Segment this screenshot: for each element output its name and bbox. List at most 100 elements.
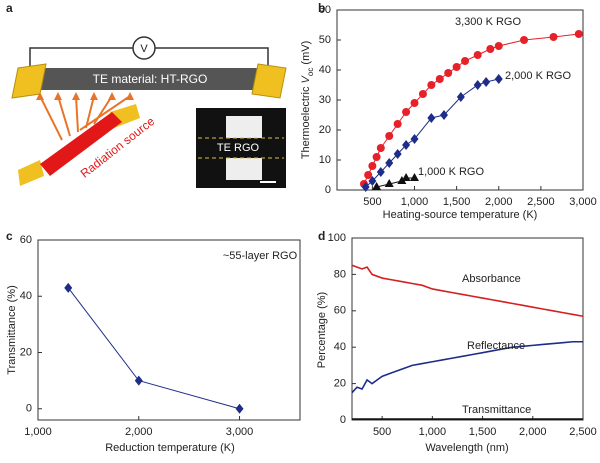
plot-frame: [351, 237, 584, 421]
panel-label: b: [318, 1, 325, 15]
y-axis-title-part: oc: [306, 68, 315, 76]
marker: [452, 63, 461, 71]
y-tick-label: 100: [328, 232, 346, 244]
marker: [397, 176, 407, 184]
plot-frame: [37, 239, 301, 421]
y-tick-label: 20: [319, 124, 331, 136]
marker: [372, 182, 382, 190]
pad: [11, 63, 47, 99]
x-tick-label: 3,000: [569, 196, 597, 208]
y-tick-label: 60: [334, 305, 346, 317]
marker: [473, 80, 482, 90]
series-line: [351, 340, 583, 394]
marker: [427, 81, 436, 89]
panel-label: c: [6, 229, 13, 243]
series-label: 3,300 K RGO: [455, 16, 521, 28]
marker: [444, 69, 453, 77]
marker: [494, 74, 503, 84]
marker: [549, 33, 558, 41]
x-tick-label: 2,000: [125, 426, 153, 438]
x-tick-label: 1,000: [419, 426, 447, 438]
marker: [418, 90, 427, 98]
panel-label: a: [6, 1, 13, 15]
marker: [64, 282, 73, 293]
marker: [473, 51, 482, 59]
marker: [385, 132, 394, 140]
marker: [364, 171, 373, 179]
x-tick-label: 2,000: [485, 196, 513, 208]
x-tick-label: 500: [363, 196, 381, 208]
marker: [376, 167, 385, 177]
x-tick-label: 2,500: [527, 196, 555, 208]
y-axis-title: Thermoelectric Voc (mV): [300, 41, 315, 159]
y-tick-label: 30: [319, 94, 331, 106]
diagram: a V TE material: HT-RGO Radiation source…: [6, 1, 287, 188]
x-tick-label: 2,500: [569, 426, 597, 438]
marker: [410, 173, 420, 181]
series-line: [67, 287, 240, 410]
y-tick-label: 0: [325, 184, 331, 196]
x-tick-label: 1,000: [401, 196, 429, 208]
inset-electrode: [226, 116, 262, 138]
marker: [410, 134, 419, 144]
series-line: [363, 33, 579, 185]
marker: [376, 144, 385, 152]
voltmeter: [132, 36, 156, 60]
y-tick-label: 0: [26, 403, 32, 415]
x-tick-label: 1,500: [443, 196, 471, 208]
x-axis-title: Heating-source temperature (K): [383, 209, 538, 221]
marker: [134, 375, 143, 386]
marker: [456, 92, 465, 102]
y-axis-title: Percentage (%): [316, 292, 328, 368]
voltmeter-label: V: [140, 43, 148, 55]
y-axis-title-part: (mV): [300, 41, 312, 68]
y-axis-title-part: Percentage (%): [316, 292, 328, 368]
inset-electrode: [226, 158, 262, 180]
marker: [402, 108, 411, 116]
y-axis-title-part: Thermoelectric: [300, 83, 312, 159]
te-bar: [36, 68, 262, 90]
marker: [482, 77, 491, 87]
y-tick-label: 20: [334, 378, 346, 390]
marker: [384, 179, 394, 187]
series-line: [351, 264, 584, 318]
inset-label: TE RGO: [217, 142, 260, 154]
y-tick-label: 40: [334, 341, 346, 353]
marker: [372, 153, 381, 161]
series-label: 1,000 K RGO: [418, 166, 484, 178]
series-label: Transmittance: [462, 404, 531, 416]
y-tick-label: 40: [319, 64, 331, 76]
x-tick-label: 1,000: [24, 426, 52, 438]
marker: [520, 36, 529, 44]
marker: [393, 149, 402, 159]
x-tick-label: 500: [373, 426, 391, 438]
y-axis-title-part: V: [300, 74, 312, 83]
y-tick-label: 20: [20, 346, 32, 358]
x-tick-label: 2,000: [519, 426, 547, 438]
marker: [361, 182, 370, 192]
x-axis-title: Reduction temperature (K): [105, 442, 235, 454]
marker: [368, 176, 377, 186]
series-label: 2,000 K RGO: [505, 70, 571, 82]
annotation: ~55-layer RGO: [223, 250, 298, 262]
marker: [427, 113, 436, 123]
material-label: TE material: HT-RGO: [93, 72, 208, 86]
radiation-arrows: [39, 95, 131, 141]
marker: [401, 173, 411, 181]
x-axis-title: Wavelength (nm): [425, 442, 508, 454]
y-tick-label: 10: [319, 154, 331, 166]
pad: [251, 63, 287, 99]
panel-label: d: [318, 229, 325, 243]
pad: [18, 160, 44, 186]
marker: [494, 42, 503, 50]
x-tick-label: 3,000: [226, 426, 254, 438]
marker: [235, 403, 244, 414]
marker: [393, 120, 402, 128]
marker: [368, 162, 377, 170]
marker: [486, 45, 495, 53]
y-tick-label: 40: [20, 290, 32, 302]
marker: [410, 99, 419, 107]
y-axis-title: Transmittance (%): [6, 285, 18, 374]
y-tick-label: 0: [340, 414, 346, 426]
